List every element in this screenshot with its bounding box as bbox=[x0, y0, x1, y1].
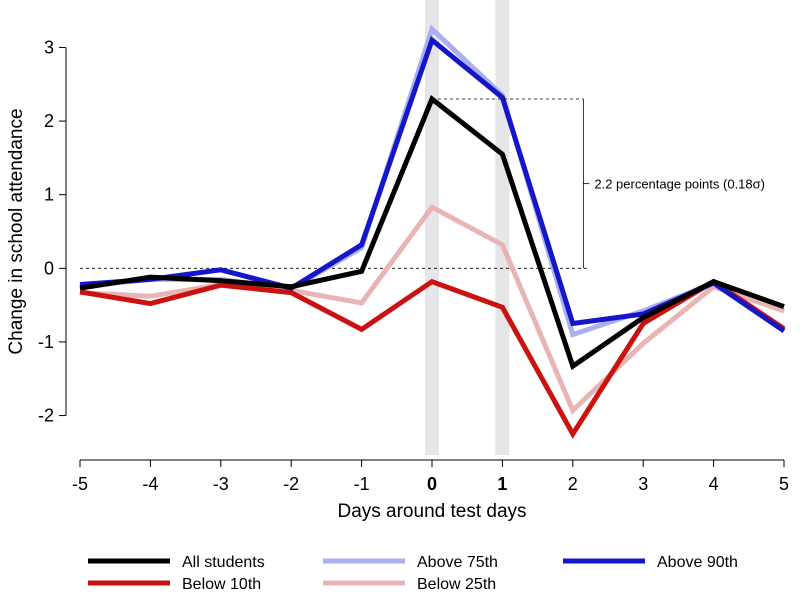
x-tick-label: 1 bbox=[497, 474, 507, 494]
y-tick-label: 2 bbox=[44, 111, 54, 131]
x-tick-label: 4 bbox=[709, 474, 719, 494]
highlight-band-day-1 bbox=[495, 0, 510, 455]
series-line-below-25th bbox=[79, 203, 785, 415]
x-tick-label: -5 bbox=[72, 474, 88, 494]
legend: All students Above 75th Above 90th Below 10… bbox=[88, 554, 738, 593]
x-axis-title: Days around test days bbox=[337, 501, 526, 522]
y-tick-label: -1 bbox=[38, 332, 54, 352]
bracket-annotation: 2.2 percentage points (0.18σ) bbox=[432, 98, 765, 269]
x-tick-label: -4 bbox=[142, 474, 158, 494]
y-tick-label: 3 bbox=[44, 37, 54, 57]
series-line-below-10th bbox=[79, 278, 786, 439]
series-lines bbox=[79, 24, 786, 439]
bracket-label: 2.2 percentage points (0.18σ) bbox=[594, 177, 765, 192]
axes: -5 -4 -3 -2 -1 0 1 2 3 4 5 Days around test days -2 -… bbox=[6, 37, 789, 522]
legend-label-above-75th: Above 75th bbox=[417, 554, 498, 571]
y-tick-label: 1 bbox=[44, 185, 54, 205]
legend-label-above-90th: Above 90th bbox=[657, 554, 738, 571]
x-tick-label: -1 bbox=[354, 474, 370, 494]
y-tick-label: 0 bbox=[44, 258, 54, 278]
x-tick-label: 5 bbox=[779, 474, 789, 494]
highlight-band-day-0 bbox=[425, 0, 439, 455]
y-axis-title: Change in school attendance bbox=[6, 108, 27, 354]
x-tick-label: -2 bbox=[283, 474, 299, 494]
legend-label-below-10th: Below 10th bbox=[182, 576, 261, 593]
x-tick-label: 3 bbox=[638, 474, 648, 494]
x-tick-label: -3 bbox=[213, 474, 229, 494]
x-tick-label: 0 bbox=[427, 474, 437, 494]
x-tick-label: 2 bbox=[568, 474, 578, 494]
legend-label-all-students: All students bbox=[182, 554, 265, 571]
legend-label-below-25th: Below 25th bbox=[417, 576, 496, 593]
y-tick-label: -2 bbox=[38, 406, 54, 426]
